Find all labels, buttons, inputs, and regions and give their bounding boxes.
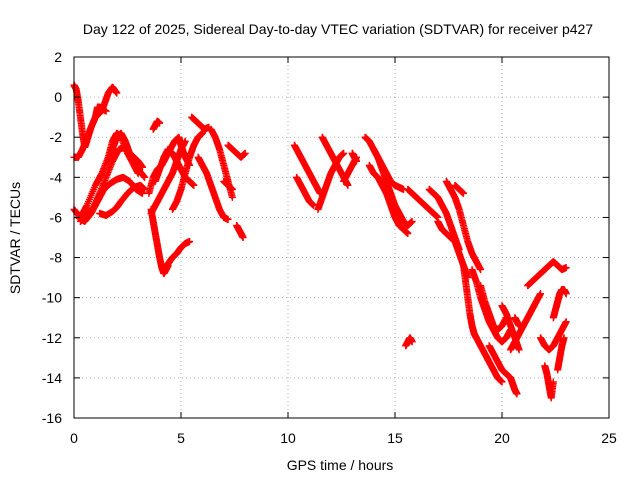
y-tick-labels: 2 0 -2 -4 -6 -8 -10 -12 -14 -16 [42,49,62,426]
y-tick-label: -8 [50,250,63,266]
y-tick-label: -6 [50,209,63,225]
y-tick-label: -16 [42,410,62,426]
grid-lines [74,57,609,418]
y-tick-label: -14 [42,370,62,386]
y-tick-label: 2 [54,49,62,65]
data-point [156,119,164,127]
data-point [228,193,236,201]
x-tick-label: 25 [601,430,617,446]
y-tick-label: -12 [42,330,62,346]
data-point [138,163,146,171]
y-tick-label: -10 [42,290,62,306]
data-point [181,137,189,145]
x-tick-labels: 0 5 10 15 20 25 [70,430,617,446]
y-axis-label: SDTVAR / TECUs [7,182,23,294]
data-point [186,238,194,246]
data-point [113,89,121,97]
chart-title: Day 122 of 2025, Sidereal Day-to-day VTE… [83,21,593,37]
x-axis-label: GPS time / hours [287,457,394,473]
x-tick-label: 10 [280,430,296,446]
data-point [102,107,110,115]
data-marks [70,81,570,402]
data-point [224,215,232,223]
y-tick-label: -4 [50,169,63,185]
x-tick-label: 5 [177,430,185,446]
x-tick-label: 20 [494,430,510,446]
data-point [141,185,149,193]
x-tick-label: 15 [387,430,403,446]
data-point [190,181,198,189]
data-point [141,173,149,181]
y-tick-label: -2 [50,129,63,145]
data-point [241,149,249,157]
x-tick-label: 0 [70,430,78,446]
y-tick-label: 0 [54,89,62,105]
